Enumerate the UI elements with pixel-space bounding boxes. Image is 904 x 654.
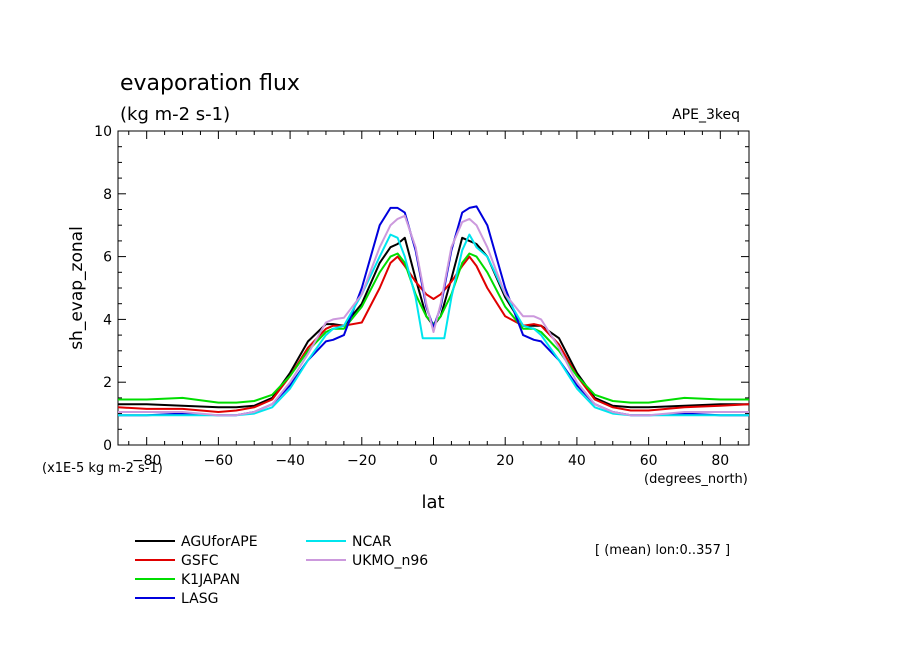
legend-label: UKMO_n96: [352, 553, 428, 569]
x-tick-label: −60: [204, 453, 234, 469]
series-lines: [117, 205, 750, 417]
y-tick-label: 0: [103, 438, 112, 454]
legend-label: LASG: [181, 591, 218, 607]
x-units-label: (degrees_north): [644, 472, 748, 487]
series-line-lasg: [118, 205, 749, 417]
x-tick-label: 60: [640, 453, 658, 469]
series-line-ncar: [118, 233, 749, 417]
plot-frame: [117, 130, 750, 446]
legend-item: LASG: [135, 591, 218, 607]
y-tick-label: 8: [103, 187, 112, 203]
legend-item: AGUforAPE: [135, 534, 258, 550]
y-tick-labels: 0 2 4 6 8 10: [94, 124, 112, 454]
legend-label: GSFC: [181, 553, 219, 569]
chart-title: evaporation flux: [120, 71, 300, 96]
x-axis-label: lat: [421, 492, 444, 513]
legend-item: UKMO_n96: [306, 553, 428, 569]
legend-item: GSFC: [135, 553, 219, 569]
x-tick-label: −40: [275, 453, 305, 469]
y-tick-label: 10: [94, 124, 112, 140]
series-line-ukmo-n96: [118, 214, 749, 417]
series-line-k1japan: [118, 252, 749, 404]
mean-note: [ (mean) lon:0..357 ]: [595, 543, 730, 558]
legend-item: K1JAPAN: [135, 572, 240, 588]
x-tick-label: 20: [496, 453, 514, 469]
x-tick-label: 40: [568, 453, 586, 469]
legend-item: NCAR: [306, 534, 392, 550]
legend-label: NCAR: [352, 534, 392, 550]
series-line-aguforape: [118, 236, 749, 409]
y-tick-label: 6: [103, 250, 112, 266]
y-units-label: (x1E-5 kg m-2 s-1): [42, 461, 163, 476]
x-tick-label: 0: [429, 453, 438, 469]
legend: AGUforAPE GSFC K1JAPAN LASG NCAR UKMO_n96: [135, 534, 428, 607]
chart-subtitle: (kg m-2 s-1): [120, 104, 230, 125]
x-tick-label: 80: [711, 453, 729, 469]
experiment-label: APE_3keq: [672, 107, 740, 123]
legend-label: AGUforAPE: [181, 534, 258, 550]
axis-ticks: [118, 130, 749, 446]
x-tick-label: −20: [347, 453, 377, 469]
x-tick-label: −80: [132, 453, 162, 469]
y-tick-label: 2: [103, 375, 112, 391]
legend-label: K1JAPAN: [181, 572, 240, 588]
series-line-gsfc: [117, 255, 750, 413]
y-tick-label: 4: [103, 312, 112, 328]
x-tick-labels: −80 −60 −40 −20 0 20 40 60 80: [132, 453, 729, 469]
y-axis-label: sh_evap_zonal: [67, 226, 87, 350]
